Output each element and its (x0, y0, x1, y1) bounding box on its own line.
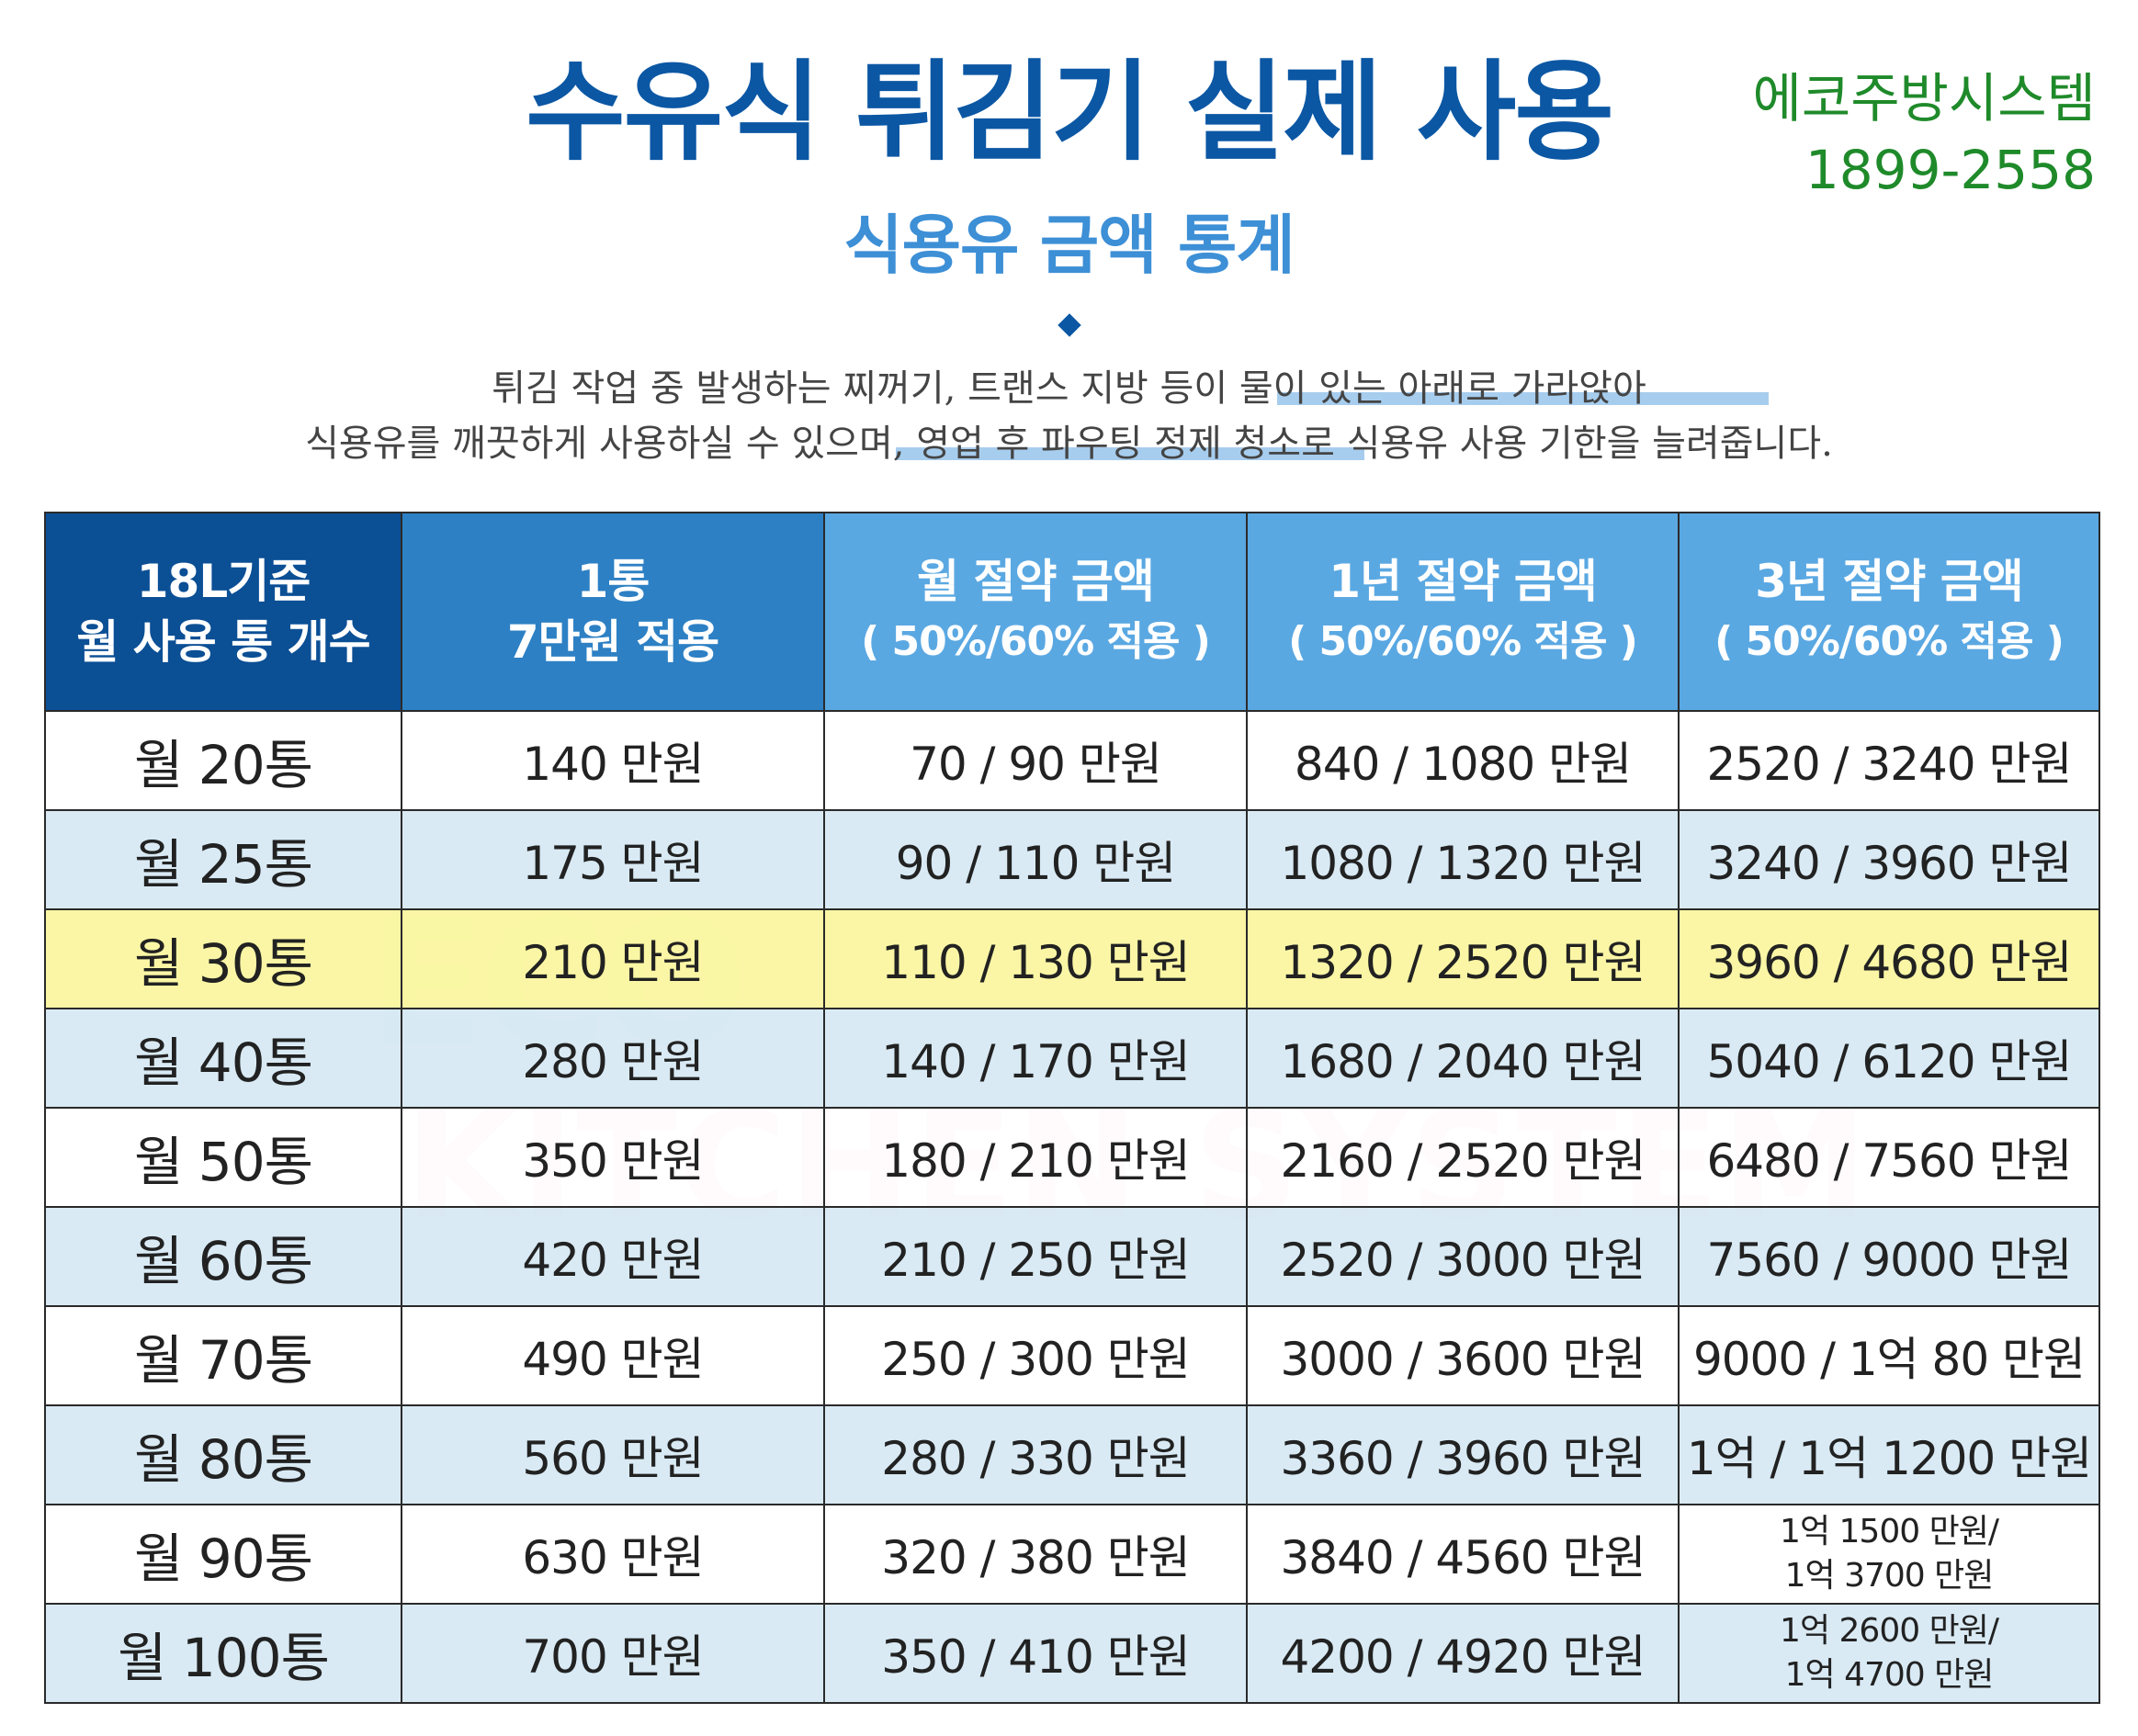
table-cell: 2520 / 3000 만원 (1246, 1206, 1680, 1307)
table-cell: 180 / 210 만원 (823, 1107, 1248, 1208)
table-cell: 700 만원 (401, 1603, 825, 1704)
table-cell: 7560 / 9000 만원 (1678, 1206, 2100, 1307)
table-row: 월 60통 420 만원 210 / 250 만원 2520 / 3000 만원 756… (44, 1206, 2100, 1307)
header-subline: ( 50%/60% 적용 ) (1714, 618, 2064, 665)
table-cell: 4200 / 4920 만원 (1246, 1603, 1680, 1704)
table-cell: 630 만원 (401, 1504, 825, 1605)
row-label-cell: 월 60통 (44, 1206, 402, 1307)
table-cell: 490 만원 (401, 1305, 825, 1406)
table-cell: 350 / 410 만원 (823, 1603, 1248, 1704)
table-cell: 3360 / 3960 만원 (1246, 1404, 1680, 1505)
table-cell: 350 만원 (401, 1107, 825, 1208)
brand-phone: 1899-2558 (1804, 139, 2096, 201)
table-cell: 1080 / 1320 만원 (1246, 809, 1680, 910)
table-cell: 110 / 130 만원 (823, 908, 1248, 1009)
row-label-cell: 월 50통 (44, 1107, 402, 1208)
table-row: 월 70통 490 만원 250 / 300 만원 3000 / 3600 만원 900… (44, 1305, 2100, 1406)
table-cell: 140 만원 (401, 710, 825, 811)
row-label-cell: 월 30통 (44, 908, 402, 1009)
cell-line: 1억 1500 만원/ (1780, 1513, 1999, 1550)
header-3year-savings: 3년 절약 금액 ( 50%/60% 적용 ) (1678, 512, 2100, 712)
header-line: 월 사용 통 개수 (76, 615, 370, 669)
table-row: 월 25통 175 만원 90 / 110 만원 1080 / 1320 만원 3240… (44, 809, 2100, 910)
table-cell: 210 / 250 만원 (823, 1206, 1248, 1307)
brand-name: 에코주방시스템 (1752, 67, 2096, 130)
page-subtitle: 식용유 금액 통계 (843, 208, 1295, 283)
header-line: 1년 절약 금액 (1329, 555, 1598, 608)
header-unit-price: 1통 7만원 적용 (401, 512, 825, 712)
diamond-icon (1058, 313, 1081, 337)
table-row: 월 80통 560 만원 280 / 330 만원 3360 / 3960 만원 1억 … (44, 1404, 2100, 1505)
table-cell: 2160 / 2520 만원 (1246, 1107, 1680, 1208)
description-line-2: 식용유를 깨끗하게 사용하실 수 있으며, 영업 후 파우팅 정제 청소로 식용… (305, 423, 1833, 465)
table-cell: 3960 / 4680 만원 (1678, 908, 2100, 1009)
header-line: 7만원 적용 (506, 615, 719, 669)
table-cell: 5040 / 6120 만원 (1678, 1008, 2100, 1109)
table-cell: 6480 / 7560 만원 (1678, 1107, 2100, 1208)
table-cell: 210 만원 (401, 908, 825, 1009)
table-row: 월 40통 280 만원 140 / 170 만원 1680 / 2040 만원 504… (44, 1008, 2100, 1109)
header-subline: ( 50%/60% 적용 ) (861, 618, 1211, 665)
row-label-cell: 월 20통 (44, 710, 402, 811)
table-header-row: 18L기준 월 사용 통 개수 1통 7만원 적용 월 절약 금액 ( 50%/… (44, 512, 2100, 712)
row-label-cell: 월 70통 (44, 1305, 402, 1406)
header-monthly-count: 18L기준 월 사용 통 개수 (44, 512, 402, 712)
table-cell: 3840 / 4560 만원 (1246, 1504, 1680, 1605)
table-cell: 140 / 170 만원 (823, 1008, 1248, 1109)
table-cell: 320 / 380 만원 (823, 1504, 1248, 1605)
table-cell: 70 / 90 만원 (823, 710, 1248, 811)
table-cell: 1억 2600 만원/1억 4700 만원 (1678, 1603, 2100, 1704)
table-cell: 2520 / 3240 만원 (1678, 710, 2100, 811)
table-cell: 840 / 1080 만원 (1246, 710, 1680, 811)
table-cell: 175 만원 (401, 809, 825, 910)
row-label-cell: 월 100통 (44, 1603, 402, 1704)
description-line-1: 튀김 작업 중 발생하는 찌꺼기, 트랜스 지방 등이 물이 있는 아래로 가라… (492, 367, 1646, 410)
row-label-cell: 월 80통 (44, 1404, 402, 1505)
table-cell: 560 만원 (401, 1404, 825, 1505)
table-row: 월 100통 700 만원 350 / 410 만원 4200 / 4920 만원 1억… (44, 1603, 2100, 1704)
cell-line: 1억 3700 만원 (1784, 1557, 1995, 1595)
table-cell: 3240 / 3960 만원 (1678, 809, 2100, 910)
text-highlight (896, 447, 1364, 460)
header-subline: ( 50%/60% 적용 ) (1288, 618, 1638, 665)
table-cell: 280 만원 (401, 1008, 825, 1109)
header-line: 1통 (576, 555, 650, 608)
header-line: 18L기준 (136, 555, 311, 608)
table-cell: 420 만원 (401, 1206, 825, 1307)
table-cell: 3000 / 3600 만원 (1246, 1305, 1680, 1406)
table-row: 월 50통 350 만원 180 / 210 만원 2160 / 2520 만원 648… (44, 1107, 2100, 1208)
cell-line: 1억 2600 만원/ (1780, 1612, 1999, 1650)
row-label-cell: 월 90통 (44, 1504, 402, 1605)
table-row: 월 20통 140 만원 70 / 90 만원 840 / 1080 만원 2520 /… (44, 710, 2100, 811)
page-title: 수유식 튀김기 실제 사용 (526, 49, 1614, 175)
table-cell: 1320 / 2520 만원 (1246, 908, 1680, 1009)
table-cell: 280 / 330 만원 (823, 1404, 1248, 1505)
header-line: 월 절약 금액 (917, 555, 1155, 608)
header-monthly-savings: 월 절약 금액 ( 50%/60% 적용 ) (823, 512, 1248, 712)
table-cell: 9000 / 1억 80 만원 (1678, 1305, 2100, 1406)
table-cell: 1억 / 1억 1200 만원 (1678, 1404, 2100, 1505)
cell-line: 1억 4700 만원 (1784, 1656, 1995, 1694)
table-cell: 1680 / 2040 만원 (1246, 1008, 1680, 1109)
header-yearly-savings: 1년 절약 금액 ( 50%/60% 적용 ) (1246, 512, 1680, 712)
table-row: 월 30통 210 만원 110 / 130 만원 1320 / 2520 만원 396… (44, 908, 2100, 1009)
table-cell: 90 / 110 만원 (823, 809, 1248, 910)
row-label-cell: 월 25통 (44, 809, 402, 910)
table-cell: 250 / 300 만원 (823, 1305, 1248, 1406)
header-line: 3년 절약 금액 (1755, 555, 2024, 608)
table-row: 월 90통 630 만원 320 / 380 만원 3840 / 4560 만원 1억 … (44, 1504, 2100, 1605)
row-label-cell: 월 40통 (44, 1008, 402, 1109)
oil-cost-table: 18L기준 월 사용 통 개수 1통 7만원 적용 월 절약 금액 ( 50%/… (44, 512, 2100, 1704)
table-cell: 1억 1500 만원/1억 3700 만원 (1678, 1504, 2100, 1605)
text-highlight (1277, 392, 1769, 405)
